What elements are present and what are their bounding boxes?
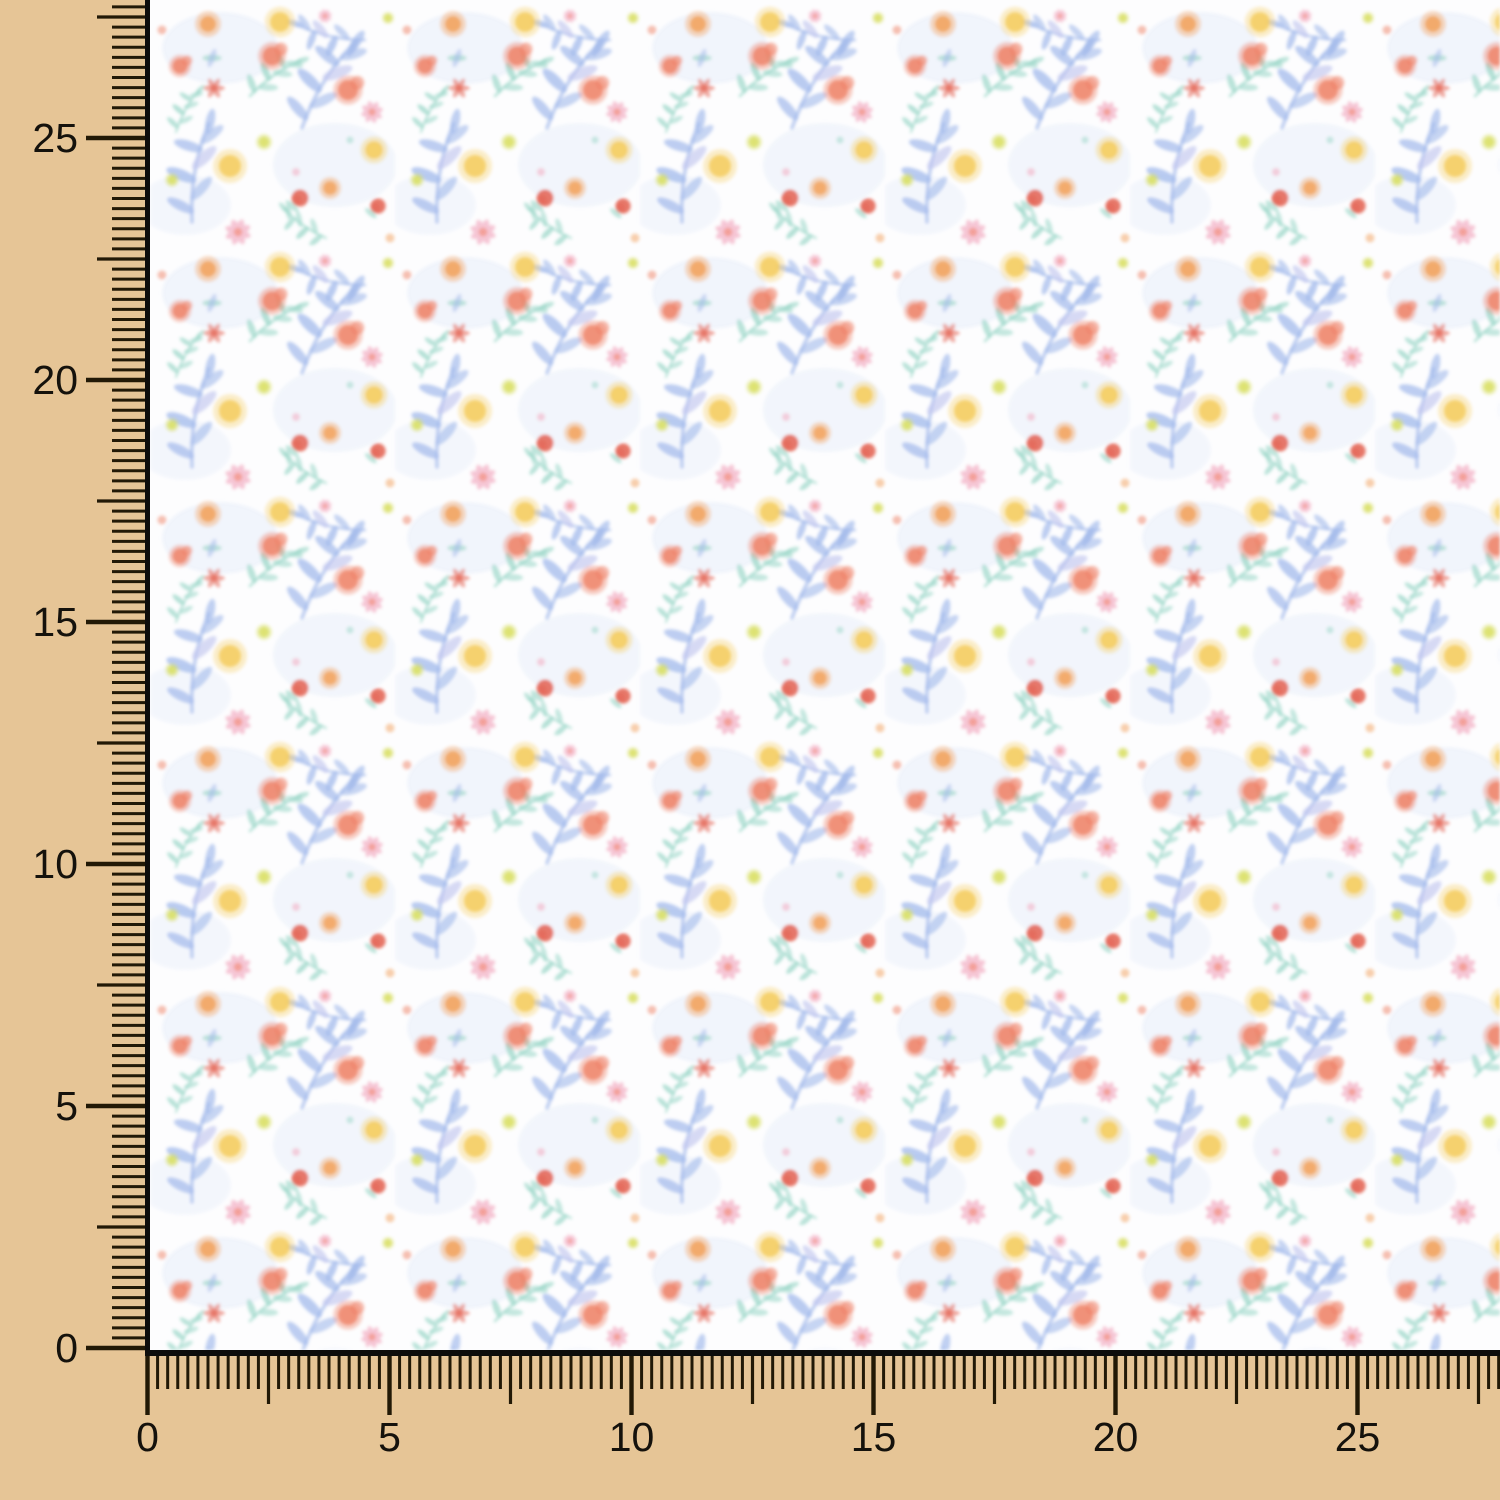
ruler-label: 20	[1093, 1414, 1139, 1460]
ruler-label: 25	[1335, 1414, 1381, 1460]
ruler-label: 15	[851, 1414, 897, 1460]
fabric-swatch	[145, 0, 1500, 1356]
bottom-ruler: 0 5 10 15 20 25	[136, 1356, 1500, 1460]
ruler-label: 5	[378, 1414, 401, 1460]
ruler-label: 10	[609, 1414, 655, 1460]
ruler-label: 0	[55, 1325, 78, 1371]
fabric-pattern	[150, 0, 1500, 1350]
ruler-label: 25	[32, 115, 78, 161]
ruler-label: 20	[32, 357, 78, 403]
ruler-label: 15	[32, 599, 78, 645]
ruler-label: 10	[32, 841, 78, 887]
ruler-label: 5	[55, 1083, 78, 1129]
ruler-label: 0	[136, 1414, 159, 1460]
left-ruler: 0 5 10 15 20 25	[32, 5, 145, 1371]
